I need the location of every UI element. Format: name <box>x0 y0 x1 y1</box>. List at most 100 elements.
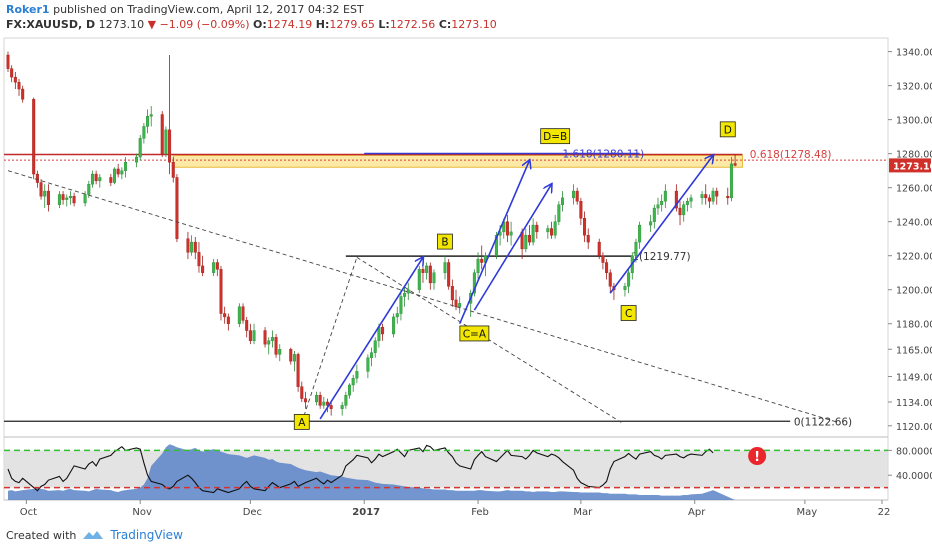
volume-area <box>8 444 736 500</box>
candle-body <box>726 195 730 199</box>
ind-tick-label: 80.0000 <box>896 446 932 457</box>
candle-body <box>68 195 72 199</box>
candle-body <box>553 221 557 236</box>
candle-body <box>252 330 256 341</box>
x-tick-label: May <box>797 507 818 518</box>
candle-body <box>586 235 590 243</box>
x-tick-label: Oct <box>20 507 37 518</box>
y-tick-label: 1180.00 <box>896 320 932 331</box>
candle-body <box>715 190 719 197</box>
candle-body <box>329 405 333 409</box>
x-tick-label: Apr <box>688 507 706 518</box>
candle-body <box>171 161 175 178</box>
resistance-zone <box>172 154 743 168</box>
candle-body <box>663 190 667 202</box>
candle-body <box>90 173 94 185</box>
candle-body <box>660 201 664 205</box>
candle-body <box>190 241 194 253</box>
candle-body <box>572 190 576 199</box>
candle-body <box>454 299 458 307</box>
candle-body <box>535 224 539 233</box>
level-label: 0(1122.66) <box>794 416 852 428</box>
candle-body <box>35 173 39 183</box>
last-price-tag <box>889 158 931 173</box>
wave-label: D <box>724 124 732 136</box>
candle-body <box>425 265 429 273</box>
candle-body <box>421 269 425 273</box>
candle-body <box>149 114 153 117</box>
wave-label: D=B <box>543 131 567 143</box>
candle-body <box>278 349 282 355</box>
candle-body <box>303 398 307 403</box>
candle-body <box>450 286 454 301</box>
y-tick-label: 1165.00 <box>896 345 932 356</box>
candle-body <box>685 201 689 205</box>
warning-icon-glyph: ! <box>754 450 760 465</box>
footer: Created with TradingView <box>6 528 183 542</box>
open-value: 1274.19 <box>266 18 313 31</box>
change-down-icon: ▼ <box>147 18 157 31</box>
candle-body <box>395 313 399 318</box>
candle-body <box>476 258 480 273</box>
trend-lines <box>7 170 839 423</box>
x-tick-label: 22 <box>878 507 891 518</box>
ind-tick-label: 40.0000 <box>896 471 932 482</box>
created-with-text: Created with <box>6 528 77 542</box>
publish-header: Roker1 published on TradingView.com, Apr… <box>6 3 364 16</box>
last-price-label: 1273.10 <box>893 161 932 172</box>
candle-body <box>135 156 139 163</box>
candle-body <box>146 116 150 127</box>
wave-label: C=A <box>463 328 487 340</box>
candle-body <box>98 177 102 182</box>
candle-body <box>124 161 128 171</box>
last-price: 1273.10 <box>98 18 145 31</box>
candle-body <box>711 190 715 202</box>
candle-body <box>531 224 535 243</box>
candle-body <box>215 262 219 270</box>
candle-body <box>267 340 271 345</box>
low-value: 1272.56 <box>389 18 436 31</box>
candle-body <box>21 88 25 100</box>
candle-body <box>447 262 451 287</box>
wave-label-box <box>719 121 736 138</box>
x-tick-label: Nov <box>132 507 152 518</box>
candle-body <box>65 197 69 200</box>
candle-body <box>292 354 296 362</box>
dashed-trend-line <box>301 257 358 423</box>
candle-body <box>546 228 550 233</box>
level-label: 0.618(1278.48) <box>750 149 832 161</box>
y-tick-label: 1260.00 <box>896 184 932 195</box>
candle-body <box>494 235 498 256</box>
candle-body <box>120 170 124 175</box>
price-change: −1.09 (−0.09%) <box>159 18 250 31</box>
candle-body <box>707 197 711 202</box>
wave-label-box <box>459 325 490 342</box>
candle-body <box>300 386 304 399</box>
x-tick-label: Dec <box>243 507 262 518</box>
candle-body <box>201 265 205 273</box>
price-axis[interactable]: 1340.00 1320.00 1300.00 1280.00 1260.00 1240.… <box>888 48 932 433</box>
symbol-name: FX:XAUUSD, D <box>6 18 96 31</box>
candle-body <box>274 337 278 355</box>
candle-body <box>13 76 17 83</box>
candle-body <box>524 235 528 250</box>
time-axis[interactable]: Oct Nov Dec 2017 Feb Mar Apr May 22 <box>4 499 891 518</box>
wave-arrow <box>458 160 530 325</box>
candle-body <box>704 194 708 199</box>
wave-labels: A B C=A D=B C D <box>293 121 736 430</box>
x-tick-label: Feb <box>471 507 489 518</box>
candle-body <box>351 377 355 386</box>
candle-body <box>112 168 116 183</box>
candle-body <box>557 204 561 222</box>
wave-arrow <box>473 184 551 311</box>
author-link[interactable]: Roker1 <box>6 3 50 16</box>
candle-body <box>403 292 407 297</box>
candle-body <box>638 224 642 243</box>
x-tick-label: 2017 <box>352 507 380 518</box>
candle-body <box>575 190 579 202</box>
candle-body <box>428 265 432 284</box>
indicator-pane: 80.0000 40.0000! <box>4 444 932 500</box>
tradingview-link[interactable]: TradingView <box>110 528 183 542</box>
wave-label-box <box>293 413 310 430</box>
